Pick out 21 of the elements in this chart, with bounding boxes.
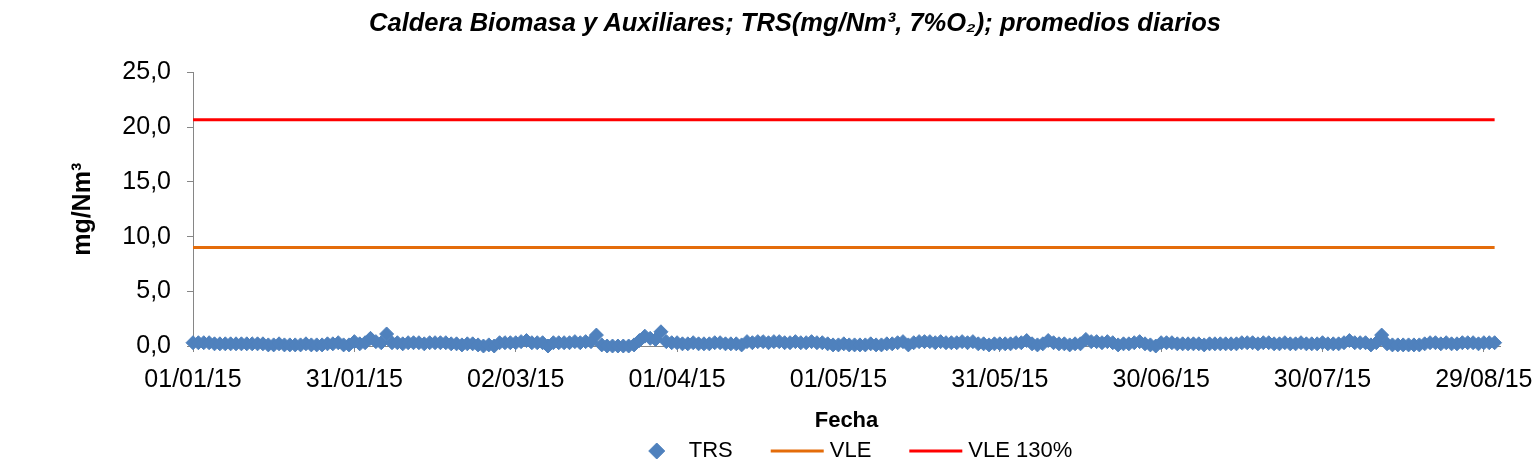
x-tick-label: 02/03/15 (467, 363, 565, 392)
chart-title: Caldera Biomasa y Auxiliares; TRS(mg/Nm³, 7%O₂); promedios diarios (369, 8, 1221, 37)
x-axis-title: Fecha (814, 406, 880, 432)
x-tick-label: 30/07/15 (1273, 363, 1372, 392)
x-tick-label: 01/01/15 (144, 363, 242, 392)
y-tick-label: 10,0 (122, 220, 171, 249)
x-tick-label: 31/05/15 (951, 363, 1049, 392)
y-tick-label: 25,0 (122, 56, 171, 85)
y-tick-label: 15,0 (122, 165, 171, 194)
x-tick-label: 30/06/15 (1112, 363, 1210, 392)
y-axis-title: mg/Nm³ (66, 162, 95, 256)
x-tick-label: 31/01/15 (305, 363, 404, 392)
y-tick-label: 0,0 (136, 329, 171, 358)
legend-label: VLE (829, 437, 872, 463)
x-tick-label: 29/08/15 (1435, 363, 1533, 392)
legend-label: VLE 130% (968, 437, 1073, 463)
y-tick-label: 20,0 (122, 111, 171, 140)
y-tick-label: 5,0 (136, 275, 171, 304)
legend-label: TRS (688, 437, 733, 463)
x-tick-label: 01/04/15 (628, 363, 726, 392)
x-tick-label: 01/05/15 (789, 363, 888, 392)
